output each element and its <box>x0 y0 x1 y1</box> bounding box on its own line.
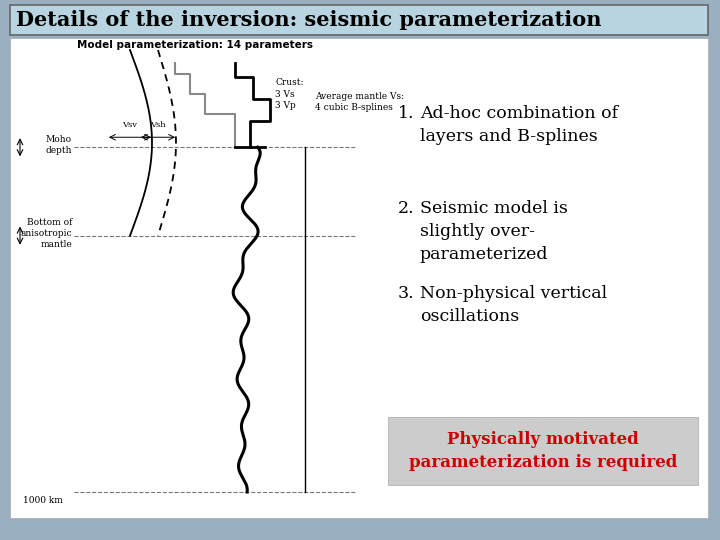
Bar <box>388 417 698 485</box>
Text: Average mantle Vs:
4 cubic B-splines: Average mantle Vs: 4 cubic B-splines <box>315 92 404 112</box>
Text: Moho
depth: Moho depth <box>45 135 72 156</box>
Text: 1000 km: 1000 km <box>23 496 63 505</box>
Text: Non-physical vertical
oscillations: Non-physical vertical oscillations <box>420 285 607 325</box>
Text: Vsh: Vsh <box>150 122 166 129</box>
Bar <box>10 5 708 35</box>
Text: 3.: 3. <box>398 285 415 302</box>
Bar <box>10 38 708 518</box>
Text: Seismic model is
slightly over-
parameterized: Seismic model is slightly over- paramete… <box>420 200 568 262</box>
Text: 2.: 2. <box>398 200 415 217</box>
Text: Ad-hoc combination of
layers and B-splines: Ad-hoc combination of layers and B-splin… <box>420 105 618 145</box>
Text: Model parameterization: 14 parameters: Model parameterization: 14 parameters <box>77 40 313 50</box>
Text: Physically motivated
parameterization is required: Physically motivated parameterization is… <box>409 431 678 471</box>
Text: Crust:
3 Vs
3 Vp: Crust: 3 Vs 3 Vp <box>275 78 304 111</box>
Text: Vsv: Vsv <box>122 122 138 129</box>
Text: 1.: 1. <box>398 105 415 122</box>
Text: Details of the inversion: seismic parameterization: Details of the inversion: seismic parame… <box>16 10 601 30</box>
Text: Bottom of
anisotropic
mantle: Bottom of anisotropic mantle <box>20 218 72 249</box>
